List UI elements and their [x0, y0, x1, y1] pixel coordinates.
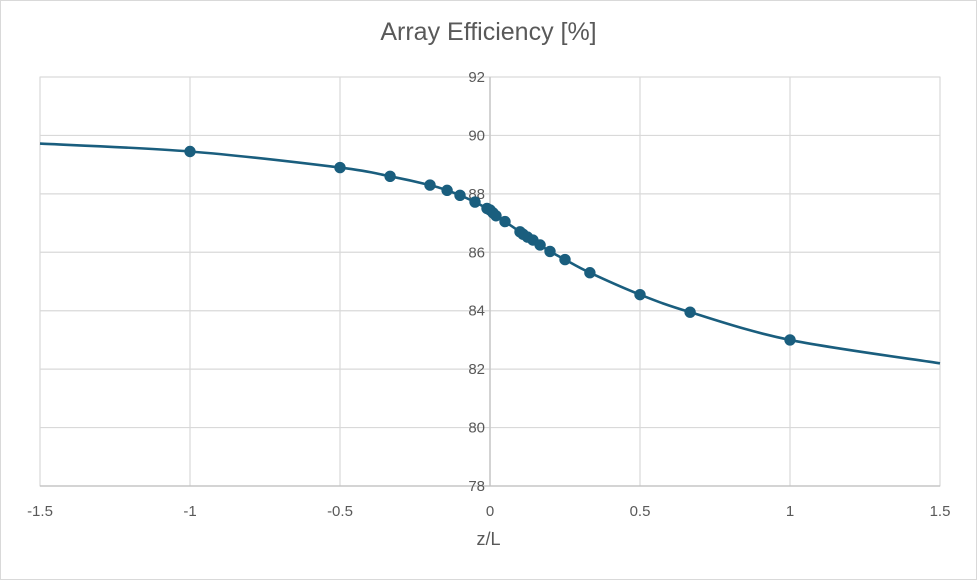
data-point [184, 145, 196, 158]
chart-title: Array Efficiency [%] [380, 18, 597, 46]
x-tick-label: -1 [183, 503, 196, 520]
y-tick-label: 90 [468, 127, 485, 144]
y-tick-label: 82 [468, 361, 485, 378]
data-point [499, 215, 511, 228]
data-point [534, 239, 546, 251]
data-point [441, 184, 453, 197]
x-tick-label: -0.5 [327, 503, 353, 520]
x-tick-label: 0.5 [630, 503, 651, 520]
data-point [469, 196, 481, 208]
gridlines [39, 76, 941, 487]
data-point [544, 245, 556, 258]
y-tick-label: 80 [468, 420, 485, 437]
data-point [384, 170, 396, 183]
data-point [490, 210, 502, 222]
x-axis-title: z/L [476, 529, 501, 549]
y-tick-label: 92 [468, 69, 485, 86]
y-tick-label: 78 [468, 478, 485, 495]
data-point [454, 189, 466, 202]
x-tick-label: 1.5 [930, 503, 951, 520]
y-tick-label: 86 [468, 244, 485, 261]
y-tick-label: 84 [468, 303, 485, 320]
series-markers [184, 145, 796, 346]
data-point [684, 306, 696, 318]
data-point [784, 334, 796, 346]
x-tick-label: 0 [486, 503, 494, 520]
x-tick-label: -1.5 [27, 503, 53, 520]
x-tick-label: 1 [786, 503, 794, 520]
data-point [424, 179, 436, 191]
data-point [584, 267, 596, 279]
data-point [559, 253, 571, 266]
data-point [634, 288, 646, 301]
data-point [334, 161, 346, 174]
